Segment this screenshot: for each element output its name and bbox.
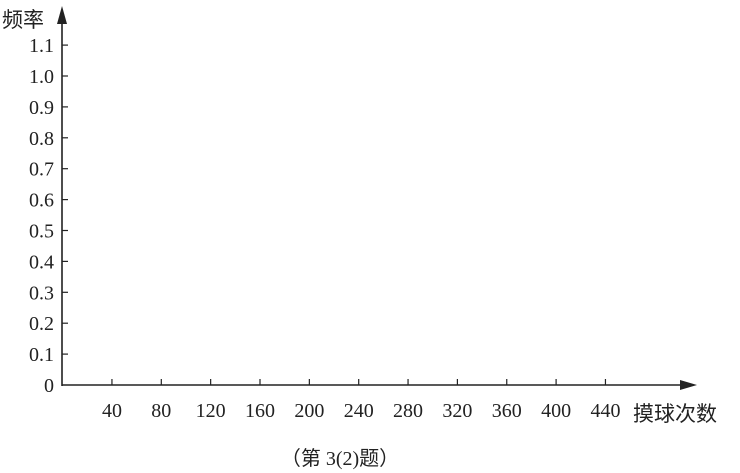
- caption: （第 3(2)题）: [281, 447, 399, 470]
- x-tick-label: 360: [492, 400, 522, 422]
- y-tick-label: 0.6: [29, 190, 54, 212]
- x-tick-label: 440: [590, 400, 620, 422]
- y-tick-label: 0.8: [29, 128, 54, 150]
- x-tick-label: 80: [151, 400, 171, 422]
- x-tick-label: 280: [393, 400, 423, 422]
- y-tick-label: 0.3: [29, 282, 54, 304]
- y-tick-label: 0.7: [29, 159, 54, 181]
- y-tick-label: 0: [44, 375, 54, 397]
- x-axis-arrow: [680, 380, 697, 390]
- y-tick-label: 0.5: [29, 221, 54, 243]
- x-axis-label: 摸球次数: [633, 402, 717, 426]
- y-ticks: 0 0.1 0.2 0.3 0.4 0.5 0.6 0.7 0.8 0.9 1.0 1.1: [29, 35, 68, 397]
- x-tick-label: 320: [442, 400, 472, 422]
- y-axis-arrow: [57, 6, 67, 24]
- x-tick-label: 400: [541, 400, 571, 422]
- x-tick-label: 40: [102, 400, 122, 422]
- x-ticks: 40 80 120 160 200 240 280 320 360 400 440: [102, 379, 620, 422]
- x-tick-label: 120: [196, 400, 226, 422]
- x-tick-label: 200: [294, 400, 324, 422]
- y-tick-label: 1.0: [29, 66, 54, 88]
- y-tick-label: 0.9: [29, 97, 54, 119]
- y-tick-label: 0.2: [29, 313, 54, 335]
- y-tick-label: 1.1: [29, 35, 54, 57]
- x-tick-label: 160: [245, 400, 275, 422]
- y-tick-label: 0.1: [29, 344, 54, 366]
- y-tick-label: 0.4: [29, 251, 54, 273]
- axes: [57, 6, 697, 390]
- x-tick-label: 240: [344, 400, 374, 422]
- y-axis-label: 频率: [2, 8, 44, 32]
